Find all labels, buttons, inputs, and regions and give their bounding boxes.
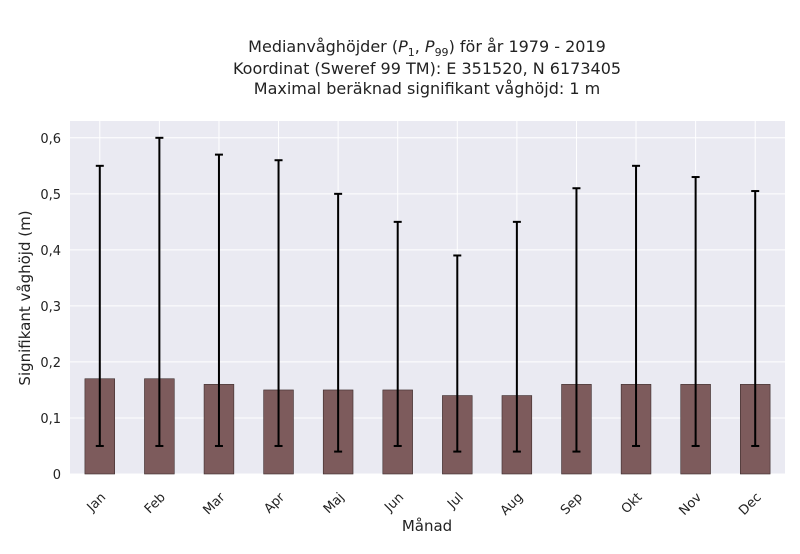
x-tick-label: Mar (200, 490, 228, 518)
errorbar-jan (95, 164, 104, 447)
x-tick-label: Aug (498, 490, 527, 519)
x-tick-labels: Jan Feb Mar Apr Maj Jun Jul Aug Sep Okt Nov Dec (84, 490, 765, 519)
y-tick-label: 0,5 (40, 188, 61, 203)
chart-title: Medianvåghöjder (P1, P99) för år 1979 - … (233, 37, 621, 98)
errorbar-aug (512, 220, 521, 453)
y-tick-label: 0,2 (40, 356, 61, 371)
title-line-3: Maximal beräknad signifikant våghöjd: 1 … (254, 79, 600, 98)
x-tick-label: Dec (736, 490, 764, 518)
x-tick-label: Apr (261, 490, 288, 517)
x-tick-label: Maj (321, 490, 348, 517)
x-tick-label: Sep (558, 490, 586, 518)
errorbar-apr (274, 159, 283, 447)
title-line-1: Medianvåghöjder (P1, P99) för år 1979 - … (248, 37, 606, 59)
errorbar-sep (572, 187, 581, 453)
y-tick-label: 0 (53, 468, 61, 483)
x-tick-label: Okt (619, 490, 646, 517)
errorbar-nov (691, 176, 700, 447)
errorbar-maj (334, 192, 343, 453)
y-tick-labels: 0 0,1 0,2 0,3 0,4 0,5 0,6 (40, 132, 61, 483)
errorbar-mar (214, 153, 223, 447)
x-tick-label: Jun (381, 490, 407, 516)
x-axis-label: Månad (402, 517, 452, 535)
errorbar-jul (453, 254, 462, 453)
x-tick-label: Nov (676, 490, 705, 519)
errorbar-layer (95, 136, 760, 453)
errorbar-dec (751, 190, 760, 447)
y-tick-label: 0,1 (40, 412, 61, 427)
y-axis-label: Signifikant våghöjd (m) (16, 210, 34, 385)
plot-area (70, 121, 785, 474)
title-line-2: Koordinat (Sweref 99 TM): E 351520, N 61… (233, 59, 621, 78)
y-tick-label: 0,3 (40, 300, 61, 315)
x-tick-label: Feb (142, 490, 169, 517)
x-tick-label: Jan (84, 490, 109, 515)
errorbar-jun (393, 220, 402, 447)
x-tick-label: Jul (444, 490, 466, 512)
y-tick-label: 0,4 (40, 244, 61, 259)
errorbar-okt (632, 164, 641, 447)
y-tick-label: 0,6 (40, 132, 61, 147)
errorbar-feb (155, 136, 164, 447)
